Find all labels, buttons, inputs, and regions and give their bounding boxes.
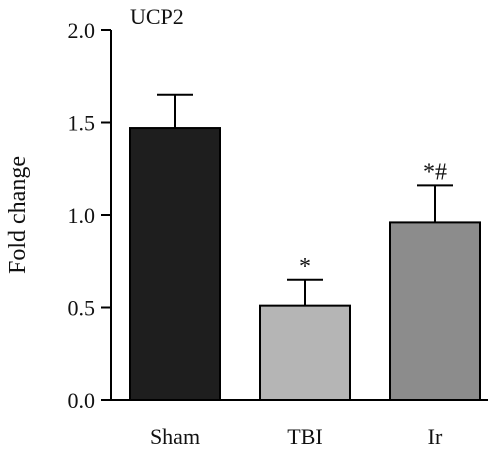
significance-annotations: * *# [299, 159, 447, 279]
y-tick-label: 0.5 [68, 296, 96, 321]
chart-title: UCP2 [130, 4, 184, 29]
y-tick-label: 0.0 [68, 388, 96, 413]
annotation-tbi: * [299, 254, 311, 280]
x-axis-labels: Sham TBI Ir [150, 424, 443, 449]
bar-tbi [259, 304, 351, 401]
bars [129, 127, 481, 402]
y-tick-label: 1.5 [68, 111, 96, 136]
y-tick-label: 2.0 [68, 18, 96, 43]
x-tick-label-tbi: TBI [287, 424, 322, 449]
y-tick-label: 1.0 [68, 203, 96, 228]
annotation-ir: *# [423, 159, 447, 185]
x-tick-label-ir: Ir [428, 424, 443, 449]
bar-sham [129, 127, 221, 402]
error-bars [157, 93, 453, 306]
y-axis-title: Fold change [5, 156, 31, 274]
x-tick-label-sham: Sham [150, 424, 200, 449]
y-axis-ticks: 0.0 0.5 1.0 1.5 2.0 [68, 18, 111, 413]
bar-ir [389, 221, 481, 401]
